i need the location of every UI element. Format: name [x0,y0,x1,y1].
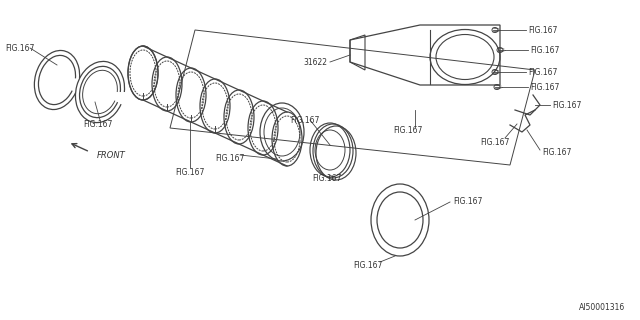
Text: AI50001316: AI50001316 [579,303,625,312]
Text: FIG.167: FIG.167 [453,197,483,206]
Text: FIG.167: FIG.167 [312,173,341,182]
Text: FIG.167: FIG.167 [552,100,581,109]
Text: FIG.167: FIG.167 [393,125,422,134]
Text: FIG.167: FIG.167 [530,83,559,92]
Text: FIG.167: FIG.167 [353,260,382,269]
Text: FIG.167: FIG.167 [528,26,557,35]
Text: FIG.167: FIG.167 [480,138,509,147]
Text: FIG.167: FIG.167 [175,167,204,177]
Text: FIG.167: FIG.167 [83,119,113,129]
Text: FIG.167: FIG.167 [542,148,572,156]
Text: FIG.167: FIG.167 [215,154,244,163]
Text: FIG.167: FIG.167 [5,44,35,52]
Text: FIG.167: FIG.167 [290,116,319,124]
Text: 31622: 31622 [303,58,327,67]
Text: FRONT: FRONT [97,150,125,159]
Text: FIG.167: FIG.167 [530,45,559,54]
Text: FIG.167: FIG.167 [528,68,557,76]
